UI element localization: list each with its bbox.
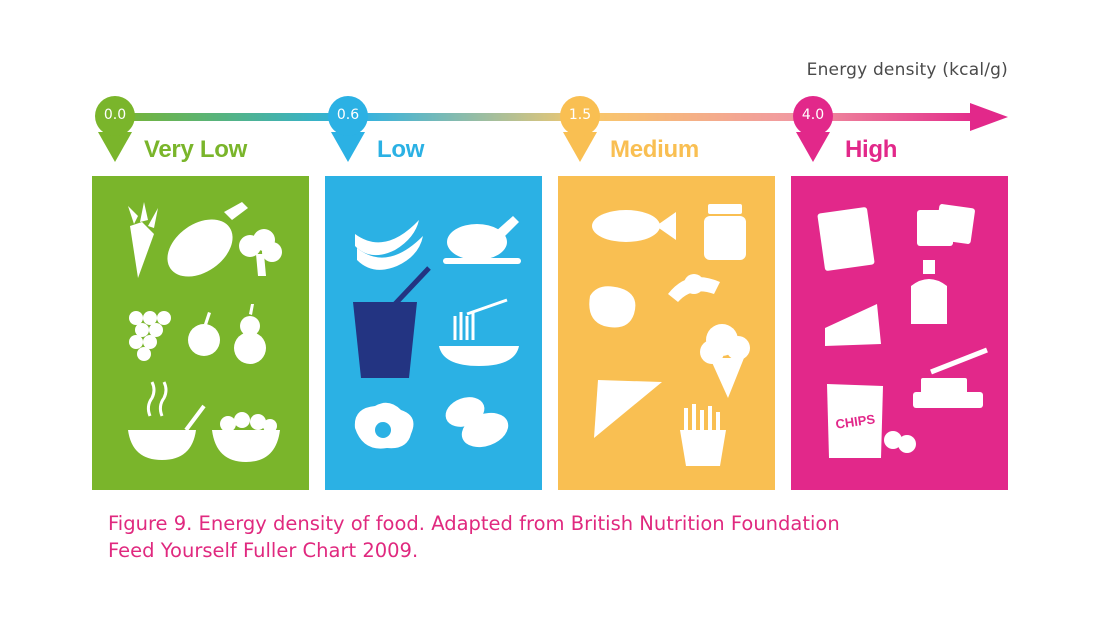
yogurt-pot-icon — [353, 266, 431, 378]
carrot-icon — [128, 202, 158, 278]
chocolate-bar-icon — [817, 207, 875, 271]
axis-line — [110, 113, 982, 121]
croissant-icon — [668, 274, 720, 302]
spaghetti-icon — [439, 298, 519, 366]
category-label-low: Low — [377, 136, 425, 163]
broccoli-icon — [239, 229, 282, 276]
panel-very-low — [92, 176, 309, 490]
caption-line-2: Feed Yourself Fuller Chart 2009. — [108, 539, 419, 562]
eggplant-icon — [167, 202, 248, 277]
french-fries-icon — [680, 404, 726, 466]
apple-icon — [188, 312, 220, 356]
chips-bag-icon: CHIPS — [827, 384, 916, 458]
category-label-high: High — [845, 136, 898, 163]
pin-medium — [560, 96, 600, 162]
fried-egg-icon — [354, 402, 414, 449]
panel-high: CHIPS — [791, 176, 1008, 490]
caption-line-1: Figure 9. Energy density of food. Adapte… — [108, 512, 840, 535]
pin-value-very-low: 0.0 — [103, 107, 127, 123]
pin-very-low — [95, 96, 135, 162]
axis-arrowhead — [970, 103, 1008, 131]
oil-bottle-icon — [911, 260, 947, 324]
pin-value-medium: 1.5 — [568, 107, 592, 123]
chips-bag-label: CHIPS — [835, 411, 877, 431]
ice-cream-icon — [700, 324, 750, 398]
pear-icon — [234, 304, 266, 364]
cheese-icon — [825, 304, 881, 346]
axis-title: Energy density (kcal/g) — [806, 60, 1008, 80]
panel-medium — [558, 176, 775, 490]
steak-icon — [589, 286, 636, 328]
butter-icon — [913, 347, 988, 408]
soup-bowl-icon — [128, 381, 206, 460]
pin-value-low: 0.6 — [336, 107, 360, 123]
panel-low — [325, 176, 542, 490]
crackers-icon — [917, 204, 975, 246]
bananas-icon — [355, 220, 423, 270]
pizza-slice-icon — [594, 380, 662, 438]
grapes-icon — [129, 311, 171, 361]
category-label-very-low: Very Low — [144, 136, 247, 163]
potatoes-icon — [445, 397, 509, 448]
pin-high — [793, 96, 833, 162]
figure-caption: Figure 9. Energy density of food. Adapte… — [108, 510, 1028, 564]
fish-icon — [592, 210, 676, 242]
category-label-medium: Medium — [610, 136, 699, 163]
pin-value-high: 4.0 — [801, 107, 825, 123]
roast-chicken-icon — [443, 216, 521, 264]
pin-low — [328, 96, 368, 162]
jam-jar-icon — [704, 204, 746, 260]
salad-bowl-icon — [212, 412, 280, 462]
